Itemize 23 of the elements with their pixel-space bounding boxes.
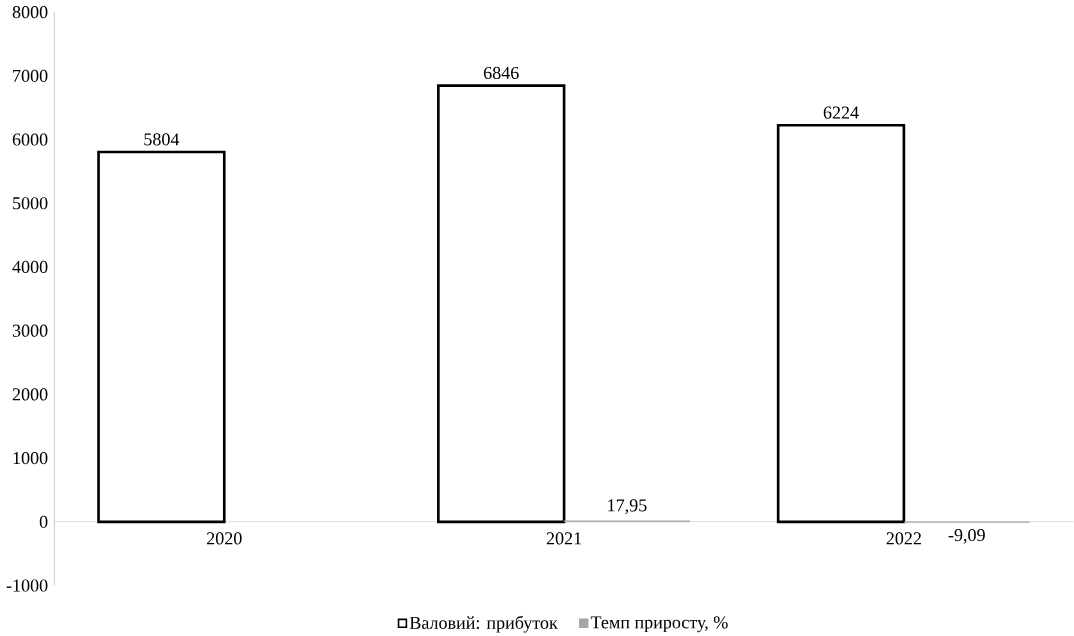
data-label: 6846 xyxy=(483,67,519,80)
y-tick-label: 7000 xyxy=(13,69,48,83)
x-tick-label: 2020 xyxy=(207,532,242,545)
data-label: 6224 xyxy=(823,106,859,119)
bar xyxy=(437,84,566,524)
legend-label: Темп приросту, % xyxy=(590,616,728,633)
y-tick-label: 8000 xyxy=(12,6,48,19)
y-tick-label: 6000 xyxy=(12,133,48,146)
bar xyxy=(97,150,226,524)
y-tick-label: 5000 xyxy=(13,197,48,210)
y-tick-label: 3000 xyxy=(12,324,48,337)
legend-label: Валовий: прибуток xyxy=(409,615,558,633)
x-tick-label: 2021 xyxy=(546,532,582,545)
y-tick-label: 0 xyxy=(39,515,48,529)
data-label: 17,95 xyxy=(608,499,647,515)
y-tick-label: 4000 xyxy=(12,261,48,274)
x-tick-label: 2022 xyxy=(886,532,921,545)
y-tick-label: 2000 xyxy=(12,388,48,401)
data-label: -9,09 xyxy=(948,529,985,544)
y-tick-label: 1000 xyxy=(13,452,48,465)
y-tick-label: -1000 xyxy=(6,579,48,592)
bar xyxy=(776,124,906,524)
data-label: 5804 xyxy=(144,133,180,146)
